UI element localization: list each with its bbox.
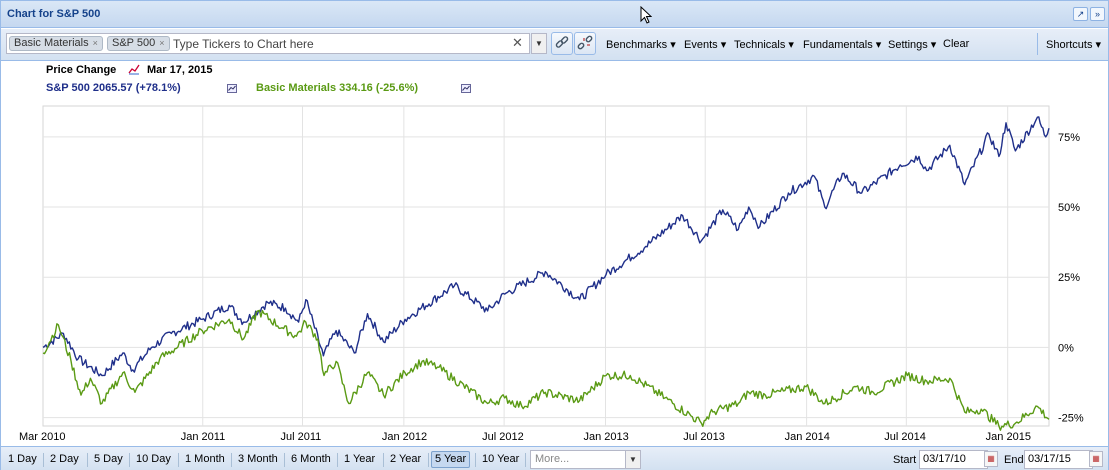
end-date-input[interactable]: 03/17/15 (1024, 450, 1093, 469)
y-tick-label: 50% (1058, 202, 1080, 214)
start-date-input[interactable]: 03/17/10 (919, 450, 988, 469)
range-separator (525, 453, 526, 467)
range-button[interactable]: 1 Month (185, 453, 225, 465)
chart-type-icon[interactable] (128, 64, 140, 75)
price-chart[interactable]: 75% 50% 25% 0% -25% Mar 2010 Jan 2011 Jul 2011 J… (1, 61, 1108, 441)
range-separator (129, 453, 130, 467)
x-tick-label: Jul 2012 (482, 431, 524, 441)
y-tick-label: 25% (1058, 272, 1080, 284)
x-tick-label: Jan 2013 (584, 431, 629, 441)
x-tick-label: Jul 2013 (683, 431, 725, 441)
legend-sp500: S&P 500 2065.57 (+78.1%) (46, 82, 181, 94)
x-tick-label: Jan 2014 (785, 431, 830, 441)
ticker-field[interactable]: Basic Materials× S&P 500× ✕ (6, 33, 530, 54)
start-calendar-icon[interactable]: ▦ (984, 451, 998, 467)
end-calendar-icon[interactable]: ▦ (1089, 451, 1103, 467)
menu-events[interactable]: Events ▾ (684, 39, 727, 51)
range-button[interactable]: 1 Year (344, 453, 376, 465)
range-bar: 1 Day 2 Day 5 Day 10 Day 1 Month 3 Month 6 Mon… (1, 446, 1108, 470)
end-date-label: End (1004, 454, 1024, 466)
chart-area: Price Change Mar 17, 2015 S&P 500 2065.5… (1, 61, 1108, 441)
series-line-sp500 (42, 116, 1050, 377)
range-button[interactable]: 10 Day (136, 453, 171, 465)
legend-basic-materials: Basic Materials 334.16 (-25.6%) (256, 82, 419, 94)
clear-tickers-icon[interactable]: ✕ (512, 35, 523, 50)
range-button[interactable]: 2 Year (390, 453, 422, 465)
range-separator (87, 453, 88, 467)
series-line-basic_materials (42, 309, 1050, 431)
menu-fundamentals[interactable]: Fundamentals ▾ (803, 39, 882, 51)
popout-icon[interactable]: ↗ (1073, 7, 1088, 21)
x-tick-label: Jan 2011 (181, 431, 225, 441)
range-button[interactable]: 1 Day (8, 453, 37, 465)
ticker-chip-basic-materials[interactable]: Basic Materials × (9, 36, 103, 51)
ticker-chip-sp500[interactable]: S&P 500 × (107, 36, 170, 51)
menu-settings[interactable]: Settings ▾ (888, 39, 937, 51)
more-ranges-placeholder: More... (535, 453, 570, 465)
range-separator (383, 453, 384, 467)
chip-label: Basic Materials (14, 37, 89, 49)
range-separator (43, 453, 44, 467)
window-title: Chart for S&P 500 (7, 8, 101, 20)
legend-date: Mar 17, 2015 (147, 64, 213, 76)
range-button[interactable]: 5 Year (431, 451, 471, 468)
range-separator (475, 453, 476, 467)
mouse-cursor-icon (640, 6, 652, 24)
range-separator (284, 453, 285, 467)
unlink-icon[interactable] (574, 32, 596, 55)
range-separator (178, 453, 179, 467)
menu-technicals[interactable]: Technicals ▾ (734, 39, 794, 51)
collapse-icon[interactable]: » (1090, 7, 1105, 21)
x-tick-label: Jul 2014 (884, 431, 926, 441)
series-options-icon[interactable] (227, 84, 237, 93)
y-tick-label: -25% (1058, 413, 1084, 425)
range-separator (428, 453, 429, 467)
plot-frame (42, 105, 1050, 427)
toolbar-separator (1037, 33, 1038, 55)
range-button[interactable]: 6 Month (291, 453, 331, 465)
remove-chip-icon[interactable]: × (92, 38, 98, 48)
series-options-icon[interactable] (461, 84, 471, 93)
x-tick-label: Jan 2012 (382, 431, 427, 441)
start-date-label: Start (893, 454, 917, 466)
x-tick-label: Mar 2010 (19, 431, 65, 441)
range-button[interactable]: 10 Year (482, 453, 520, 465)
range-separator (337, 453, 338, 467)
menu-shortcuts[interactable]: Shortcuts ▾ (1046, 39, 1102, 51)
window-titlebar: Chart for S&P 500 ↗ » (1, 1, 1108, 28)
range-button[interactable]: 2 Day (50, 453, 79, 465)
chevron-down-icon[interactable]: ▼ (625, 451, 640, 468)
range-separator (231, 453, 232, 467)
ticker-dropdown-button[interactable]: ▼ (531, 33, 547, 54)
remove-chip-icon[interactable]: × (159, 38, 165, 48)
range-button[interactable]: 3 Month (238, 453, 278, 465)
y-tick-label: 75% (1058, 132, 1080, 144)
x-tick-label: Jan 2015 (986, 431, 1031, 441)
chart-toolbar: Basic Materials× S&P 500× ✕ ▼ Benchmarks… (1, 29, 1108, 61)
clear-button[interactable]: Clear (943, 38, 970, 50)
link-icon[interactable] (551, 32, 573, 55)
menu-benchmarks[interactable]: Benchmarks ▾ (606, 39, 676, 51)
more-ranges-select[interactable]: More... ▼ (530, 450, 641, 469)
chip-label: S&P 500 (112, 37, 156, 49)
y-tick-label: 0% (1058, 342, 1074, 354)
legend-mode-label: Price Change (46, 64, 117, 76)
range-button[interactable]: 5 Day (94, 453, 123, 465)
ticker-input[interactable] (173, 35, 503, 52)
x-tick-label: Jul 2011 (280, 431, 321, 441)
